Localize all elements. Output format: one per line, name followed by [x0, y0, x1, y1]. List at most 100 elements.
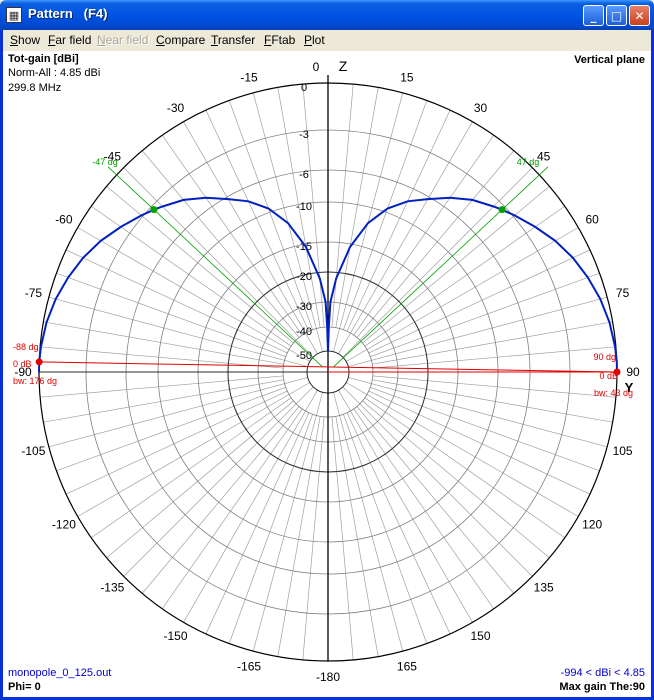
close-icon[interactable]: ✕ — [629, 5, 650, 26]
angle-tick-label: -105 — [21, 444, 45, 458]
left-mid-marker-label: -47 dg — [92, 157, 118, 167]
radial-gridline — [56, 272, 286, 357]
right-level-marker-label: 0 dB — [599, 371, 618, 381]
radial-gridline — [183, 121, 318, 354]
menu-far-field[interactable]: Far field — [48, 33, 92, 47]
menu-near-field: Near field — [97, 33, 149, 47]
radial-gridline — [370, 272, 600, 357]
radial-gridline — [372, 346, 616, 369]
radial-gridline — [40, 346, 284, 369]
db-tick-label: 0 — [301, 82, 307, 94]
frequency-label: 299.8 MHz — [8, 82, 62, 94]
radial-gridline — [370, 387, 600, 472]
angle-tick-label: -165 — [237, 660, 261, 674]
left-level-marker-label: 0 dB — [13, 359, 32, 369]
radial-gridline — [372, 375, 616, 398]
radial-gridline — [205, 109, 310, 332]
angle-tick-label: 135 — [534, 581, 554, 595]
radial-gridline — [346, 227, 579, 362]
radial-gridline — [277, 416, 321, 657]
title-bar[interactable]: ▦ Pattern (F4) _ □ ✕ — [0, 0, 654, 30]
radial-gridline — [335, 416, 379, 657]
grid-icon[interactable]: ▦ — [6, 7, 22, 23]
radial-gridline — [65, 249, 288, 354]
maximize-icon[interactable]: □ — [606, 5, 627, 26]
radial-gridline — [346, 412, 451, 635]
radial-gridline — [228, 100, 313, 330]
db-tick-label: -30 — [296, 301, 312, 313]
angle-tick-label: -60 — [55, 213, 73, 227]
pattern-curve — [38, 196, 618, 373]
menu-fftab[interactable]: FFtab — [264, 33, 296, 47]
radial-gridline — [348, 296, 608, 367]
radial-gridline — [368, 249, 591, 354]
right-mid-marker-label: 47 dg — [517, 157, 540, 167]
left-bw-marker-label: bw: 176 dg — [13, 376, 57, 386]
radial-gridline — [40, 375, 284, 398]
radial-gridline — [77, 382, 310, 517]
angle-tick-label: 105 — [613, 444, 633, 458]
radial-gridline — [372, 379, 613, 423]
angle-tick-label: -180 — [316, 670, 340, 684]
angle-tick-label: 0 — [313, 60, 320, 74]
menu-plot[interactable]: Plot — [304, 33, 325, 47]
radial-gridline — [353, 408, 495, 609]
angle-tick-label: -30 — [167, 101, 185, 115]
radial-gridline — [228, 414, 313, 644]
angle-tick-label: -135 — [100, 581, 124, 595]
left-angle-marker-label: -88 dg — [13, 342, 39, 352]
right-angle-marker-label: 90 dg — [593, 352, 616, 362]
radial-gridline — [346, 109, 451, 332]
radial-gridline — [77, 227, 310, 362]
angle-tick-label: 120 — [582, 518, 602, 532]
angle-tick-label: 30 — [474, 101, 488, 115]
file-label: monopole_0_125.out — [8, 667, 112, 679]
radial-gridline — [56, 387, 286, 472]
norm-label: Norm-All : 4.85 dBi — [8, 67, 101, 79]
angle-tick-label: -90 — [14, 365, 32, 379]
radial-gridline — [123, 167, 314, 358]
plane-label: Vertical plane — [574, 54, 645, 66]
angle-tick-label: 150 — [470, 629, 490, 643]
db-tick-label: -3 — [299, 129, 309, 141]
radial-gridline — [141, 150, 300, 338]
db-tick-label: -6 — [299, 169, 309, 181]
radial-gridline — [43, 379, 284, 423]
phi-label: Phi= 0 — [8, 681, 41, 693]
radial-gridline — [91, 205, 292, 347]
menu-transfer[interactable]: Transfer — [211, 33, 256, 47]
db-tick-label: -40 — [296, 326, 312, 338]
max-gain-label: Max gain The:90 — [559, 681, 645, 693]
radial-gridline — [333, 392, 404, 652]
marker-dot — [498, 206, 506, 214]
radial-gridline — [346, 382, 579, 517]
radial-gridline — [123, 386, 314, 577]
radial-gridline — [106, 400, 294, 559]
menu-compare[interactable]: Compare — [156, 33, 206, 47]
radial-gridline — [302, 416, 325, 660]
radial-gridline — [161, 135, 303, 336]
pattern-plot-area[interactable]: 15 30 45 60 75 90 105 120 135 150 165 -180 -165 -150-… — [3, 51, 651, 697]
radial-gridline — [368, 390, 591, 495]
y-axis-label: Y — [625, 380, 634, 395]
angle-tick-label: -150 — [163, 629, 187, 643]
marker-dot — [613, 368, 621, 376]
angle-tick-label: -75 — [25, 286, 43, 300]
radial-gridline — [141, 406, 300, 594]
radial-gridline — [302, 84, 325, 328]
radial-gridline — [331, 416, 354, 660]
angle-tick-label: -45 — [104, 149, 122, 163]
db-tick-label: -20 — [296, 271, 312, 283]
radial-gridline — [205, 412, 310, 635]
menu-bar: Show Far field Near field Compare Transf… — [3, 30, 651, 50]
angle-tick-label: 165 — [397, 660, 417, 674]
menu-show[interactable]: Show — [10, 33, 41, 47]
radial-gridline — [364, 205, 565, 347]
radial-gridline — [343, 100, 428, 330]
angle-tick-label: 60 — [585, 213, 599, 227]
radial-gridline — [106, 185, 294, 344]
radial-gridline — [372, 321, 613, 365]
minimize-icon[interactable]: _ — [583, 5, 604, 26]
radial-gridline — [338, 121, 473, 354]
